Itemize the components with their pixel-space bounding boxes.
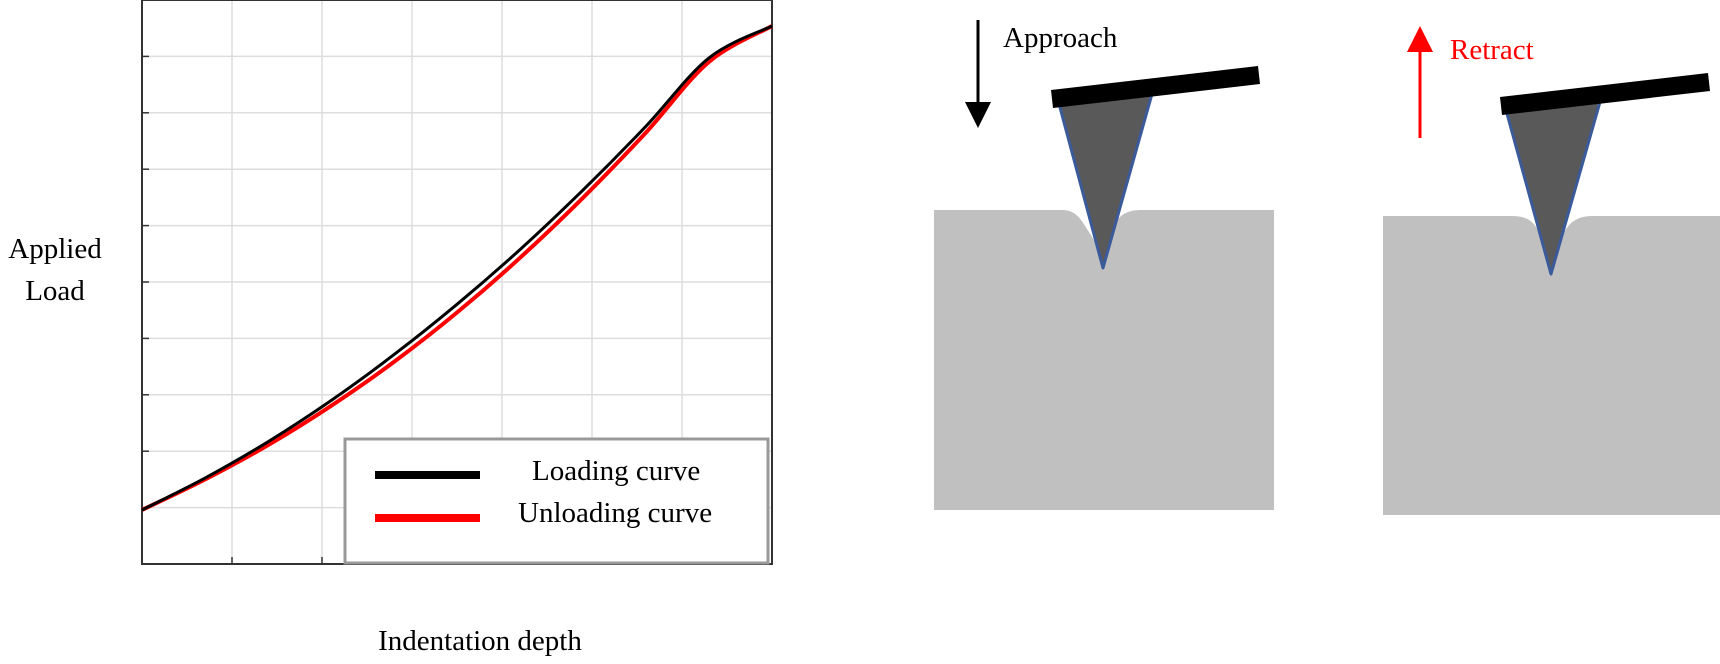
legend-label-unloading: Unloading curve (518, 497, 713, 529)
sample-block-approach (934, 210, 1274, 510)
legend-box (343, 437, 770, 565)
retract-panel (1383, 26, 1720, 515)
loading-curve-line (141, 24, 773, 512)
legend-label-loading: Loading curve (532, 455, 701, 487)
unloading-curve-line (141, 24, 773, 512)
approach-arrow-head (965, 102, 991, 128)
approach-label: Approach (1003, 22, 1118, 54)
y-axis-label: Applied Load (8, 233, 102, 307)
retract-arrow-head (1407, 26, 1433, 52)
retract-label: Retract (1450, 34, 1534, 66)
cantilever-approach (1051, 66, 1260, 108)
cantilever-retract (1500, 73, 1710, 115)
sample-block-retract (1383, 216, 1720, 515)
approach-panel (934, 20, 1274, 510)
load-depth-chart (141, 0, 773, 565)
x-axis-label: Indentation depth (378, 625, 582, 657)
